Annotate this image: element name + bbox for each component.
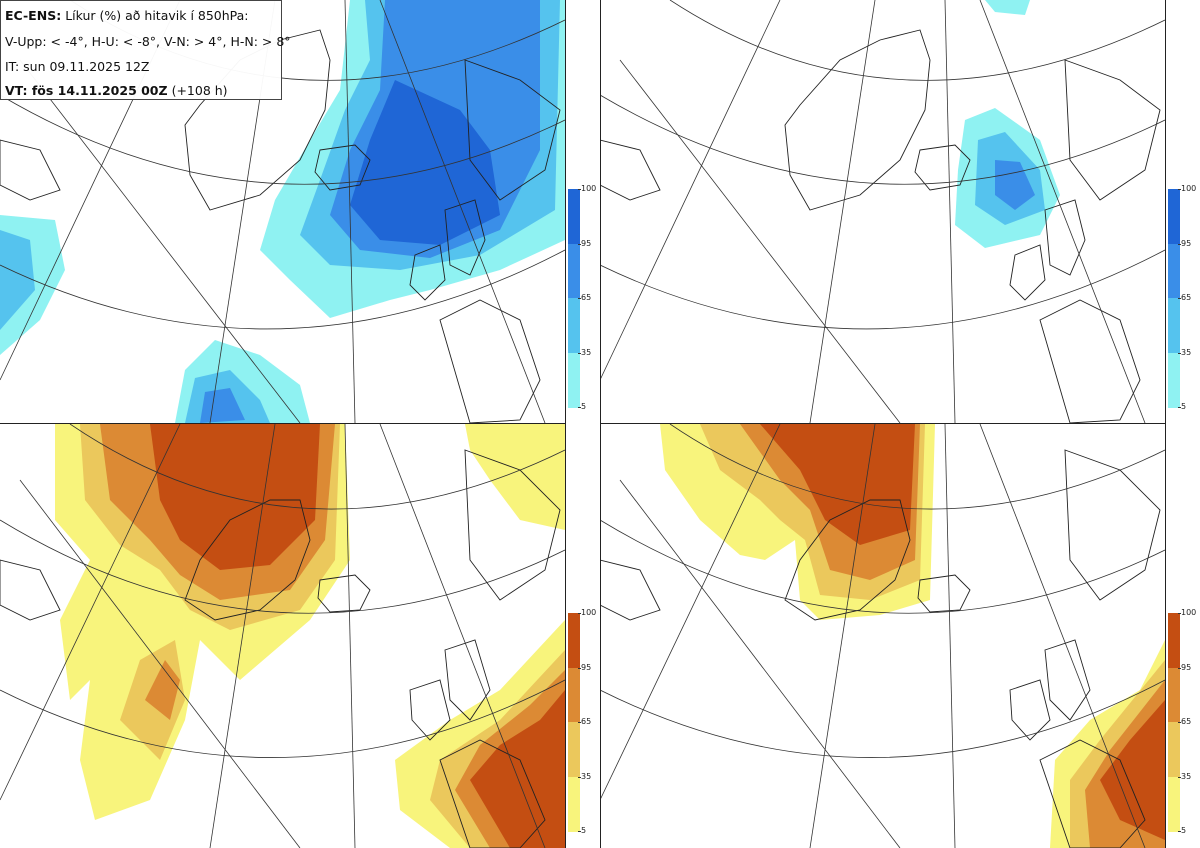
colorbar-cold-left: 100 95 65 35 5 [568,185,596,411]
colorbar-tick-label: 65 [1177,717,1192,726]
colorbar-tick-label: 100 [577,608,597,617]
colorbar-segment [1168,613,1180,668]
colorbar-tick-label: 35 [1177,771,1192,781]
panel-lower-right [600,424,1165,848]
colorbar-tick-label: 35 [577,347,592,357]
colorbar-tick-label: 5 [577,826,587,835]
colorbar-warm-left: 100 95 65 35 5 [568,609,596,835]
colorbar-tick-label: 5 [1177,826,1187,835]
colorbar-segment [568,243,580,299]
title-line: EC-ENS: Líkur (%) að hitavik í 850hPa: [5,8,249,23]
init-time: IT: sun 09.11.2025 12Z [5,59,150,74]
coastlines [0,449,561,848]
colorbar-warm-right: 100 95 65 35 5 [1168,609,1196,835]
colorbar-segment [568,667,580,723]
colorbar-tick-label: 95 [1177,238,1192,248]
colorbar-segment [1168,722,1180,777]
colorbar-tick-label: 65 [577,717,592,726]
colorbar-tick-label: 65 [577,293,592,302]
colorbar-segment [1168,352,1180,408]
colorbar-segment [1168,298,1180,353]
valid-time-line: VT: fös 14.11.2025 00Z (+108 h) [5,83,228,98]
colorbar-tick-label: 100 [577,184,597,193]
colorbar-cold-right: 100 95 65 35 5 [1168,185,1196,411]
probability-field-cold-8 [955,0,1060,248]
colorbar-tick-label: 65 [1177,293,1192,302]
colorbar-segment [568,189,580,244]
colorbar-tick-label: 35 [577,771,592,781]
title-text: Líkur (%) að hitavik í 850hPa: [65,8,249,23]
graticule [600,424,1165,848]
colorbar-segment [1168,776,1180,832]
colorbar-tick-label: 95 [1177,662,1192,672]
colorbar-tick-label: 95 [577,662,592,672]
threshold-legend: V-Upp: < -4°, H-U: < -8°, V-N: > 4°, H-N… [5,34,291,49]
colorbar-segment [568,722,580,777]
colorbar-tick-label: 5 [1177,402,1187,411]
coastlines [600,29,1161,423]
graticule [600,0,1165,423]
colorbar-segment [1168,667,1180,723]
valid-time: VT: fös 14.11.2025 00Z [5,83,168,98]
title-box: EC-ENS: Líkur (%) að hitavik í 850hPa: V… [0,0,291,100]
colorbar-segment [568,613,580,668]
colorbar-segment [568,298,580,353]
colorbar-tick-label: 5 [577,402,587,411]
graticule [0,424,565,848]
panel-upper-right [600,0,1165,423]
probability-field-warm-8 [660,424,1165,848]
colorbar-tick-label: 100 [1177,184,1197,193]
colorbar-tick-label: 100 [1177,608,1197,617]
panel-upper-left [0,0,565,423]
panel-lower-left [0,424,565,848]
lead-time: (+108 h) [171,83,228,98]
probability-field-cold-4 [0,0,565,423]
colorbar-tick-label: 95 [577,238,592,248]
colorbar-segment [1168,189,1180,244]
colorbar-tick-label: 35 [1177,347,1192,357]
colorbar-segment [568,776,580,832]
colorbar-segment [568,352,580,408]
colorbar-segment [1168,243,1180,299]
model-name: EC-ENS: [5,8,62,23]
